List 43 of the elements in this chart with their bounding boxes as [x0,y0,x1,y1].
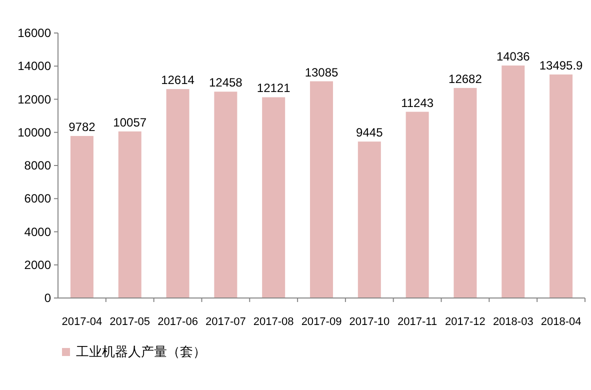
data-label: 11243 [401,96,434,110]
data-label: 12121 [256,81,291,96]
x-tick-label: 2017-07 [205,316,246,328]
x-tick-label: 2017-08 [253,316,294,328]
data-label: 12614 [161,73,195,88]
x-tick-label: 2018-03 [492,316,534,328]
data-label: 9782 [68,120,96,134]
bar [118,131,142,298]
data-label: 12682 [448,72,482,86]
bar [310,81,333,298]
y-tick-label: 16000 [18,26,52,40]
bar [502,66,525,298]
y-tick-label: 6000 [24,192,52,206]
bar [70,136,94,298]
bar [214,92,238,298]
bar [550,74,573,298]
bar [262,97,286,298]
x-tick-label: 2017-11 [398,316,438,328]
data-label: 9445 [356,126,384,140]
y-tick-label: 4000 [24,224,52,239]
bar [454,88,477,298]
data-label: 13085 [304,65,339,80]
data-label: 14036 [496,50,530,64]
data-label: 12458 [208,76,243,90]
legend-label: 工业机器人产量（套） [76,344,206,359]
y-tick-label: 10000 [18,125,52,140]
data-label: 10057 [113,115,147,130]
x-tick-label: 2017-05 [110,316,150,328]
x-tick-label: 2017-09 [301,316,342,328]
y-tick-label: 0 [44,291,52,305]
data-label: 13495.9 [539,58,584,72]
bar [358,142,381,298]
y-tick-label: 8000 [24,158,52,172]
y-tick-label: 12000 [18,92,52,106]
y-tick-label: 14000 [18,59,52,74]
x-tick-label: 2017-10 [349,316,390,328]
bar [166,89,190,298]
bar [406,112,429,298]
y-tick-label: 2000 [24,258,52,272]
x-tick-label: 2017-04 [62,316,102,328]
x-tick-label: 2017-06 [158,316,198,328]
x-tick-label: 2018-04 [540,316,582,328]
x-tick-label: 2017-12 [445,316,486,328]
